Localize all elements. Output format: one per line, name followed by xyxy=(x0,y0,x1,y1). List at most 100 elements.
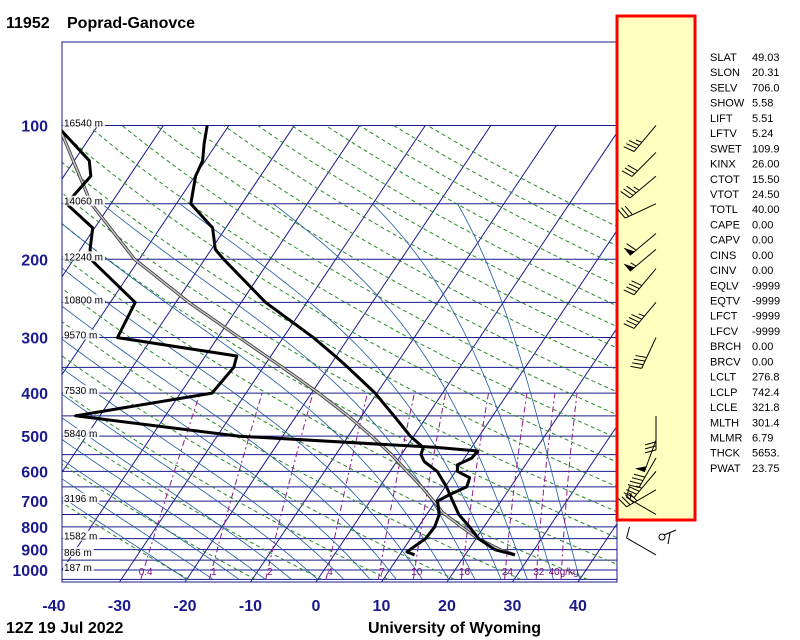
moist-adiabat xyxy=(62,267,423,580)
mixing-ratio-label: 16 xyxy=(459,567,471,578)
mixing-ratio-line xyxy=(140,392,201,580)
height-label-bg xyxy=(63,294,105,305)
mixing-ratio-line xyxy=(412,392,447,580)
wind-barb-staff xyxy=(638,457,657,488)
wind-barb-feather xyxy=(633,473,646,478)
wind-barb-feather xyxy=(644,441,657,446)
wind-barb-feather xyxy=(630,365,642,369)
isotherm-line xyxy=(0,125,32,582)
wind-barb-feather xyxy=(635,355,647,358)
temperature-tick-label: 0 xyxy=(312,598,321,615)
height-label-bg xyxy=(63,530,100,541)
wind-barb xyxy=(630,337,657,369)
wind-barb-half-feather xyxy=(638,313,645,317)
wind-barb-staff xyxy=(633,471,657,498)
wind-barb-feather xyxy=(631,313,643,320)
height-label-bg xyxy=(63,195,105,206)
height-label-bg xyxy=(63,329,100,340)
height-label-bg xyxy=(63,117,105,128)
moist-adiabat xyxy=(62,438,266,580)
pressure-tick-label: 500 xyxy=(21,429,48,446)
wind-barb-staff xyxy=(633,268,657,296)
wind-barb-half-feather xyxy=(630,262,637,267)
wind-barb-feather xyxy=(626,526,630,539)
index-key: LFCV xyxy=(710,326,739,338)
index-key: LFTV xyxy=(710,128,738,140)
height-label-bg xyxy=(63,562,94,572)
wind-barb-half-feather xyxy=(629,493,632,500)
moist-adiabat xyxy=(62,496,187,580)
moist-adiabat xyxy=(62,417,292,580)
chart-grid xyxy=(0,41,618,583)
wind-barb-staff xyxy=(631,152,657,177)
index-key: SLAT xyxy=(710,52,737,64)
moist-adiabat xyxy=(62,459,240,580)
wind-barb xyxy=(623,125,657,152)
wind-barb xyxy=(623,268,657,296)
mixing-ratio-label: 24 xyxy=(502,567,514,578)
isotherm-line xyxy=(315,131,617,582)
index-value: 15.50 xyxy=(752,174,780,186)
wind-barb-feather xyxy=(627,484,640,488)
wind-barb-feather xyxy=(626,320,637,326)
wind-barb xyxy=(623,248,657,272)
index-value: 0.00 xyxy=(752,341,773,353)
index-value: 706.0 xyxy=(752,82,780,94)
index-value: 49.03 xyxy=(752,52,780,64)
dry-adiabat xyxy=(62,161,617,488)
index-value: 26.00 xyxy=(752,159,780,171)
isotherm-line xyxy=(62,125,99,180)
wind-barb-half-feather xyxy=(633,186,640,191)
temperature-tick-label: 40 xyxy=(569,598,587,615)
index-key: LFCT xyxy=(710,311,738,323)
wind-barb-feather xyxy=(618,498,627,508)
index-key: CAPE xyxy=(710,219,740,231)
wind-barb-feather xyxy=(623,323,635,329)
wind-barb-staff xyxy=(633,125,657,152)
moist-adiabat xyxy=(179,203,502,580)
temperature-tick-label: -40 xyxy=(42,598,65,615)
height-label-bg xyxy=(63,546,94,557)
height-label: 187 m xyxy=(64,563,92,574)
pressure-tick-label: 800 xyxy=(21,520,48,537)
wind-barb xyxy=(621,152,657,177)
wind-barb-staff xyxy=(629,175,657,199)
index-value: 5.24 xyxy=(752,128,773,140)
temperature-tick-label: 20 xyxy=(438,598,456,615)
pressure-tick-label: 1000 xyxy=(12,563,48,580)
mixing-ratio-label: 2 xyxy=(267,567,273,578)
moist-adiabat xyxy=(372,203,554,580)
index-key: CAPV xyxy=(710,235,741,247)
index-value: 40.00 xyxy=(752,204,780,216)
height-label: 10800 m xyxy=(64,295,103,306)
wind-barb-feather xyxy=(623,146,635,152)
wind-barb-feather xyxy=(617,209,626,219)
chart-profiles xyxy=(62,125,516,557)
dry-adiabat xyxy=(62,255,617,565)
index-value: -9999 xyxy=(752,296,780,308)
wind-barb xyxy=(620,175,657,199)
wind-barb-feather xyxy=(620,191,631,199)
height-label-bg xyxy=(63,428,100,439)
pressure-tick-label: 200 xyxy=(21,252,48,269)
isotherm-line xyxy=(62,125,230,376)
index-value: 321.8 xyxy=(752,402,780,414)
dry-adiabat xyxy=(427,124,617,228)
profile-clip-group xyxy=(62,125,516,557)
index-key: CINV xyxy=(710,265,737,277)
mixing-ratio-label: 0.4 xyxy=(139,567,153,578)
height-label: 1582 m xyxy=(64,532,97,543)
wind-barb xyxy=(626,526,657,556)
wind-barb-feather xyxy=(628,317,640,323)
moist-adiabat xyxy=(457,203,581,580)
isotherm-line xyxy=(512,425,617,582)
isotherm-line xyxy=(62,125,361,571)
wind-barb xyxy=(627,457,657,488)
wind-barb-feather xyxy=(621,170,633,177)
wind-barb-half-feather xyxy=(635,485,643,489)
wind-barb-feather xyxy=(626,243,637,251)
dry-adiabat xyxy=(62,192,617,513)
pressure-tick-label: 700 xyxy=(21,494,48,511)
index-key: TOTL xyxy=(710,204,738,216)
index-value: 742.4 xyxy=(752,387,780,399)
